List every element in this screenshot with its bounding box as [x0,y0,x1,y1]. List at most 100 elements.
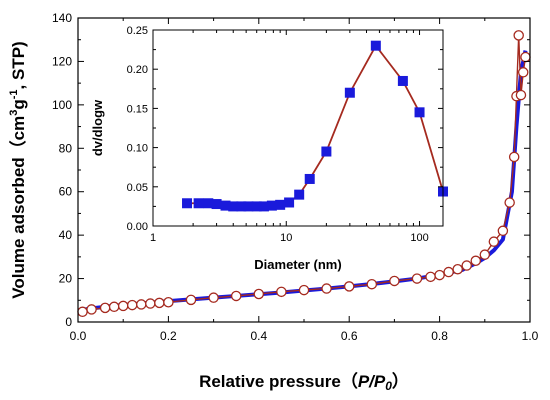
inset-tick-labels: 1 10 100 0.00 0.05 0.10 0.15 0.20 0.25 [127,25,429,244]
desorption-point [497,225,509,237]
x-tick-label: 0.8 [431,329,448,343]
inset-x-tick-label: 100 [410,232,428,244]
y-axis-title-main: Volume adsorbed（cm [8,116,28,299]
desorption-point [253,288,265,300]
desorption-point [504,197,515,208]
desorption-point [513,30,524,41]
pore-distribution-point [228,201,239,212]
x-tick-label: 0.0 [70,329,87,343]
desorption-point [126,299,138,311]
desorption-point [411,273,423,284]
y-axis-title: Volume adsorbed（cm3g-1, STP) [8,41,28,298]
desorption-point [452,263,463,275]
main-ticks [77,17,531,323]
inset-y-tick-label: 0.00 [127,221,148,233]
y-axis-title-end: , STP) [9,41,28,89]
inset-x-tick-label: 10 [280,232,292,244]
desorption-point [366,278,378,290]
pore-distribution-point [251,201,262,212]
desorption-point [77,306,88,318]
desorption-point [343,281,355,292]
pore-distribution-point [344,87,355,98]
main-series-layer [77,30,531,318]
y-tick-label: 120 [52,54,72,68]
pore-distribution-point [370,40,381,51]
inset-y-tick-label: 0.20 [127,64,148,76]
desorption-point [517,67,529,78]
pore-distribution-point [193,198,204,209]
pore-distribution-point [211,199,222,210]
main-tick-labels: 0.0 0.2 0.4 0.6 0.8 1.0 0 20 40 60 80 100 120 140 [52,11,539,343]
x-axis-title-close: ） [392,371,409,391]
y-axis-title-sup1: 3 [8,110,20,116]
pore-distribution-point [294,189,305,200]
desorption-point [434,269,445,281]
desorption-point [443,266,454,278]
pore-distribution-point [182,198,193,209]
inset-x-tick-label: 1 [150,232,156,244]
inset-y-tick-label: 0.10 [127,143,148,155]
inset-y-tick-label: 0.25 [127,25,148,37]
x-tick-label: 0.2 [160,329,177,343]
desorption-point [163,296,174,308]
desorption-point [470,255,482,267]
y-tick-label: 0 [65,315,72,329]
inset-y-tick-label: 0.15 [127,103,148,115]
desorption-point [389,275,400,287]
x-tick-label: 1.0 [522,329,539,343]
desorption-point [298,284,310,296]
desorption-point [321,283,332,294]
desorption-point [185,294,197,306]
desorption-point [154,297,165,309]
pore-distribution-point [304,173,315,184]
desorption-point [488,236,500,247]
x-tick-label: 0.4 [250,329,267,343]
pore-distribution-point [236,201,247,212]
desorption-point [479,249,491,260]
x-axis-title-text: Relative pressure（ [199,371,358,391]
pore-distribution-point [243,201,254,212]
y-axis-title-sup2: -1 [8,89,20,99]
inset-y-tick-label: 0.05 [127,182,148,194]
desorption-point [520,51,531,63]
desorption-point [86,304,97,315]
desorption-point [515,89,527,101]
desorption-point [145,298,156,309]
y-tick-label: 140 [52,11,72,25]
desorption-point [108,301,120,313]
inset-y-axis-title: dv/dlogw [90,99,105,156]
pore-distribution-point [220,200,231,211]
y-tick-label: 20 [59,272,73,286]
desorption-point [117,300,129,312]
y-tick-label: 40 [59,228,73,242]
x-tick-label: 0.6 [341,329,358,343]
pore-distribution-point [414,107,425,118]
pore-distribution-point [203,198,214,209]
x-axis-title: Relative pressure（P/P0） [199,371,409,393]
inset-chart: 1 10 100 0.00 0.05 0.10 0.15 0.20 0.25 Diameter … [90,25,448,272]
pore-distribution-point [258,201,269,212]
pore-distribution-point [321,146,332,157]
desorption-point [508,151,520,163]
inset-x-axis-title: Diameter (nm) [254,257,341,272]
pore-distribution-point [266,200,277,211]
inset-ticks [152,29,443,227]
inset-series-layer [182,40,448,212]
desorption-point [99,302,111,314]
y-tick-label: 60 [59,185,73,199]
desorption-point [276,286,287,298]
x-axis-title-var: P/P [358,372,386,391]
y-axis-title-g: g [9,99,28,109]
desorption-point [208,292,219,303]
desorption-point [461,260,472,271]
pore-distribution-point [284,197,295,208]
desorption-point [136,299,147,310]
y-tick-label: 80 [59,141,73,155]
pore-distribution-point [397,75,408,86]
x-axis-title-sub: 0 [385,379,392,393]
desorption-point [230,290,242,302]
pore-distribution-point [275,199,286,210]
desorption-point [425,271,436,283]
